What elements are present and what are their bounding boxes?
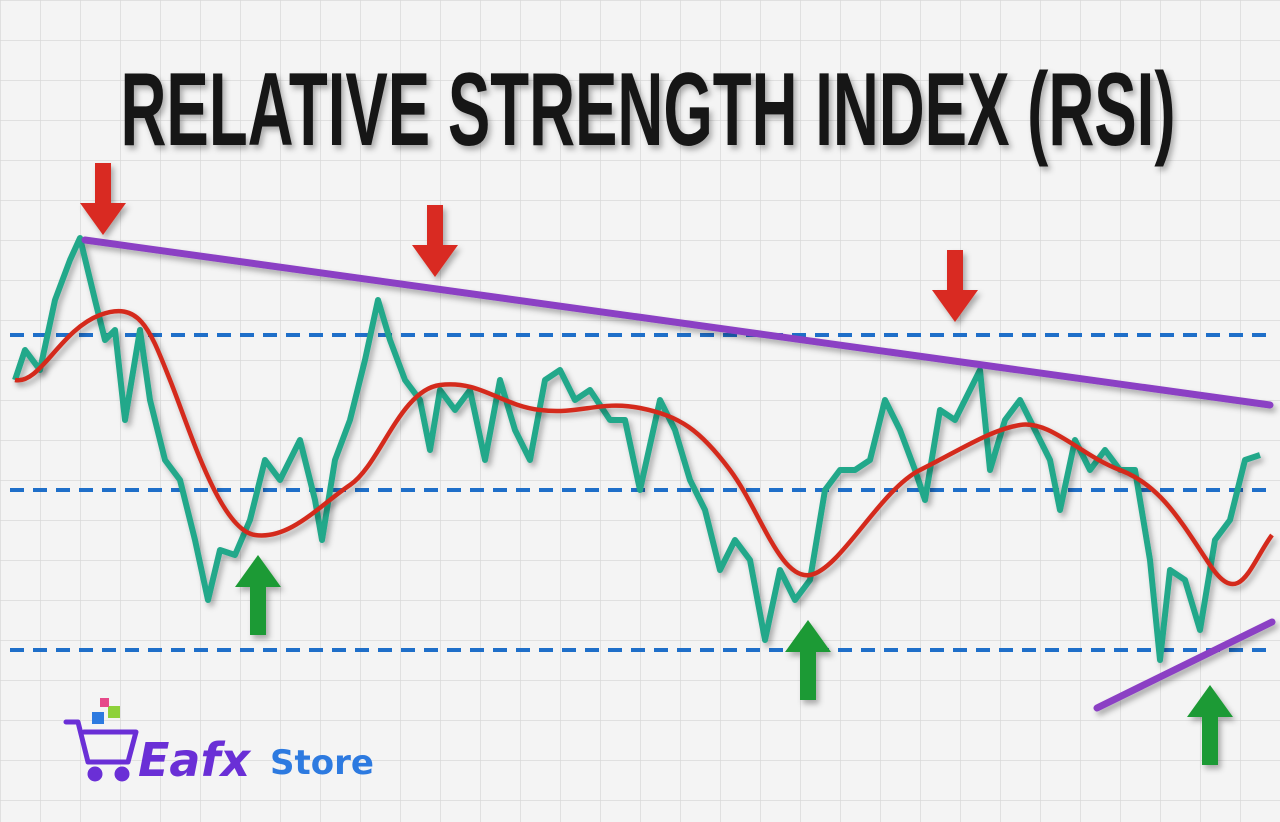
buy-arrows <box>235 555 1233 765</box>
title: RELATIVE STRENGTH INDEX (RSI) <box>121 52 1176 168</box>
buy-arrow <box>235 555 281 635</box>
sell-arrow <box>80 163 126 235</box>
rsi-line <box>12 235 1261 663</box>
sell-arrows <box>80 163 978 322</box>
signal-line <box>14 308 1274 587</box>
logo-brand: Eafx <box>138 733 251 787</box>
cart-box <box>108 706 120 718</box>
cart-box <box>100 698 109 707</box>
logo: Eafx Store <box>63 698 374 787</box>
cart-box <box>92 712 104 724</box>
support-trendline <box>1093 618 1276 712</box>
buy-arrow <box>1187 685 1233 765</box>
logo-suffix: Store <box>270 743 374 783</box>
resistance-trendline <box>81 236 1274 409</box>
sell-arrow <box>412 205 458 277</box>
cart-icon <box>63 719 139 782</box>
buy-arrow <box>785 620 831 700</box>
sell-arrow <box>932 250 978 322</box>
